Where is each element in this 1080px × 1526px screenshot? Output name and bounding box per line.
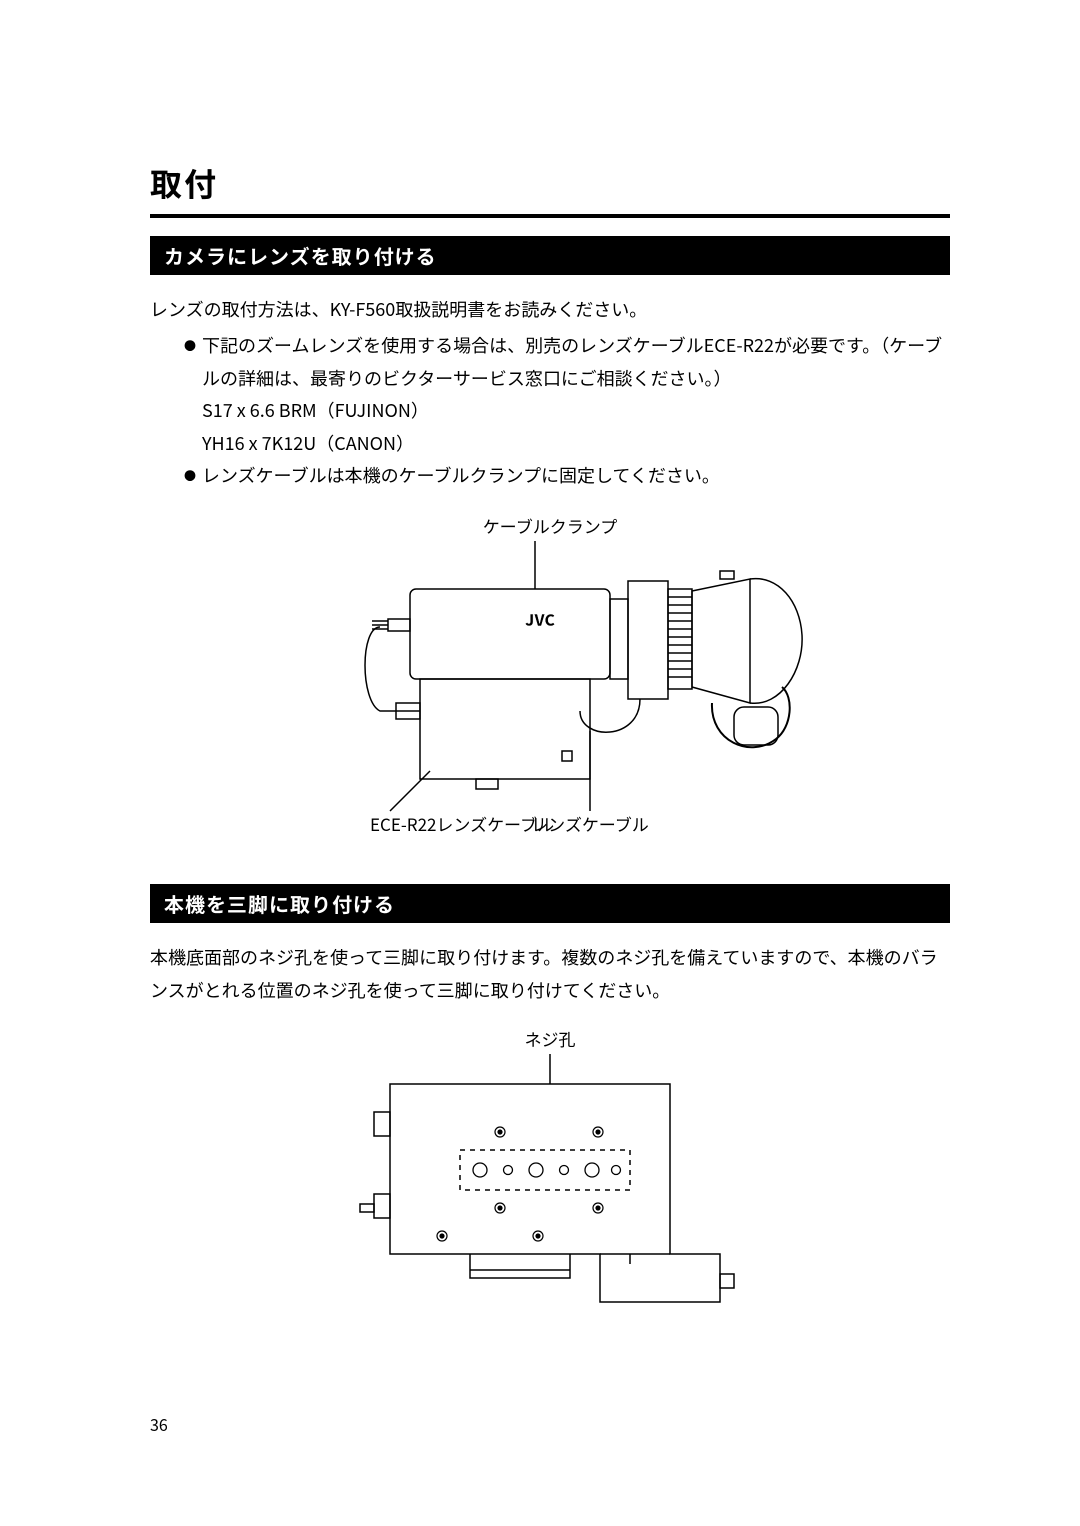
document-page: 取付 カメラにレンズを取り付ける レンズの取付方法は、KY-F560取扱説明書を… (0, 0, 1080, 1526)
section2-body: 本機底面部のネジ孔を使って三脚に取り付けます。複数のネジ孔を備えていますので、本… (150, 941, 950, 1006)
section1-bullets: 下記のズームレンズを使用する場合は、別売のレンズケーブルECE-R22が必要です… (150, 329, 950, 491)
label-screw-hole: ネジ孔 (525, 1026, 576, 1051)
section1-intro: レンズの取付方法は、KY-F560取扱説明書をお読みください。 (150, 293, 950, 325)
section2-figure: ネジ孔 (150, 1026, 950, 1331)
main-title: 取付 (150, 160, 950, 206)
tripod-mount-diagram: ネジ孔 (330, 1026, 770, 1326)
section1-figure: ケーブルクランプ JVC (150, 511, 950, 856)
section1-sub-1: S17 x 6.6 BRM（FUJINON） (150, 394, 950, 426)
label-lens-cable: レンズケーブル (531, 811, 649, 836)
section1-bullet-1: 下記のズームレンズを使用する場合は、別売のレンズケーブルECE-R22が必要です… (168, 329, 950, 394)
jvc-logo: JVC (525, 607, 555, 631)
section1-header: カメラにレンズを取り付ける (150, 236, 950, 275)
label-cable-clamp: ケーブルクランプ (483, 513, 617, 538)
title-rule (150, 214, 950, 218)
section2-header: 本機を三脚に取り付ける (150, 884, 950, 923)
section1-bullet-2: レンズケーブルは本機のケーブルクランプに固定してください。 (168, 459, 950, 491)
section1-sub-2: YH16 x 7K12U（CANON） (150, 427, 950, 459)
camera-lens-diagram: ケーブルクランプ JVC (280, 511, 820, 851)
label-ece-r22: ECE-R22レンズケーブル (370, 811, 554, 836)
page-number: 36 (150, 1412, 168, 1436)
